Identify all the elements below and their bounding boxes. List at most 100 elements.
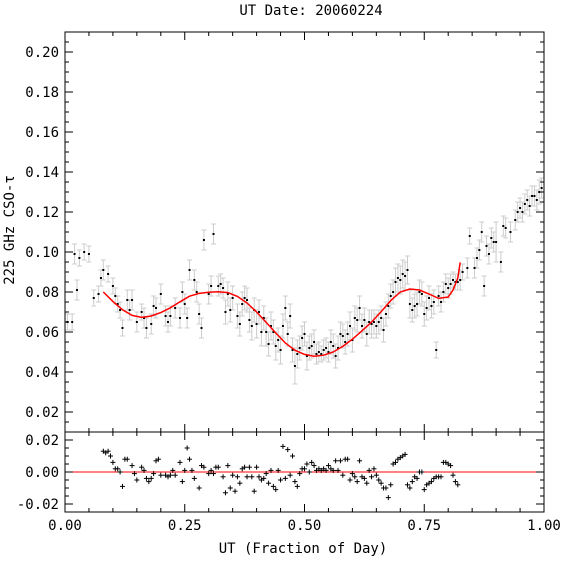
residual-point	[270, 483, 276, 489]
data-point	[238, 323, 241, 325]
residual-point	[361, 475, 367, 481]
data-point	[332, 345, 335, 347]
residual-point	[249, 474, 255, 480]
residual-point	[304, 461, 310, 467]
data-point	[490, 237, 493, 239]
data-point	[370, 323, 373, 325]
data-point	[313, 341, 316, 343]
data-point	[202, 239, 205, 241]
data-point	[217, 285, 220, 287]
residual-point	[232, 488, 238, 494]
data-point	[432, 301, 435, 303]
residual-point	[182, 467, 188, 473]
residual-point	[280, 443, 286, 449]
chart-title: UT Date: 20060224	[239, 3, 382, 19]
data-point	[219, 283, 222, 285]
residual-point	[251, 488, 257, 494]
data-point	[73, 253, 76, 255]
residual-point	[273, 487, 279, 493]
residual-point	[357, 458, 363, 464]
residual-point	[409, 479, 415, 485]
data-point	[222, 287, 225, 289]
data-point	[519, 207, 522, 209]
residual-point	[278, 477, 284, 483]
residual-point	[196, 485, 202, 491]
data-point	[83, 251, 86, 253]
residual-point	[438, 474, 444, 480]
data-point	[140, 311, 143, 313]
data-point	[210, 285, 213, 287]
data-point	[454, 281, 457, 283]
residual-point	[266, 480, 272, 486]
data-point	[387, 305, 390, 307]
data-point	[186, 317, 189, 319]
data-point	[207, 293, 210, 295]
residual-point	[234, 474, 240, 480]
data-point	[289, 315, 292, 317]
data-point	[475, 257, 478, 259]
data-point	[358, 307, 361, 309]
data-point	[200, 327, 203, 329]
data-point	[97, 293, 100, 295]
data-point	[248, 319, 251, 321]
residual-point	[393, 459, 399, 465]
y-tick-label: 0.02	[25, 405, 59, 421]
data-point	[320, 353, 323, 355]
data-point	[435, 349, 438, 351]
data-point	[416, 303, 419, 305]
data-point	[440, 301, 443, 303]
data-point	[152, 305, 155, 307]
residual-point	[287, 472, 293, 478]
data-point	[535, 199, 538, 201]
x-axis-label: UT (Fraction of Day)	[219, 541, 388, 557]
residual-point	[448, 463, 454, 469]
data-point	[236, 315, 239, 317]
residual-point	[119, 483, 125, 489]
residual-point	[297, 471, 303, 477]
y-tick-label: 0.00	[25, 465, 59, 481]
residual-point	[290, 453, 296, 459]
data-point	[389, 295, 392, 297]
residual-point	[177, 459, 183, 465]
data-point	[178, 317, 181, 319]
residual-point	[275, 467, 281, 473]
data-point	[372, 321, 375, 323]
data-point	[284, 307, 287, 309]
data-point	[392, 291, 395, 293]
residual-point	[306, 469, 312, 475]
data-point	[143, 317, 146, 319]
data-point	[329, 341, 332, 343]
residual-point	[337, 458, 343, 464]
data-point	[411, 309, 414, 311]
residual-point	[404, 482, 410, 488]
data-point	[337, 347, 340, 349]
data-point	[114, 295, 117, 297]
data-point	[459, 279, 462, 281]
data-point	[349, 325, 352, 327]
data-point	[145, 327, 148, 329]
data-point	[504, 227, 507, 229]
data-point	[121, 327, 124, 329]
y-tick-label: 0.14	[25, 165, 59, 181]
data-point	[92, 297, 95, 299]
data-point	[246, 299, 249, 301]
data-point	[353, 317, 356, 319]
data-point	[339, 333, 342, 335]
residual-point	[242, 464, 248, 470]
data-point	[150, 323, 153, 325]
residual-point	[170, 467, 176, 473]
data-point	[502, 225, 505, 227]
residual-panel-frame	[64, 431, 545, 513]
y-tick-label: 0.06	[25, 325, 59, 341]
residual-point	[354, 479, 360, 485]
data-point	[430, 305, 433, 307]
residual-point	[115, 466, 121, 472]
data-point	[107, 273, 110, 275]
residual-point	[323, 467, 329, 473]
data-point	[528, 205, 531, 207]
data-point	[183, 303, 186, 305]
residual-point	[364, 480, 370, 486]
data-points	[66, 187, 543, 367]
residual-point	[349, 471, 355, 477]
